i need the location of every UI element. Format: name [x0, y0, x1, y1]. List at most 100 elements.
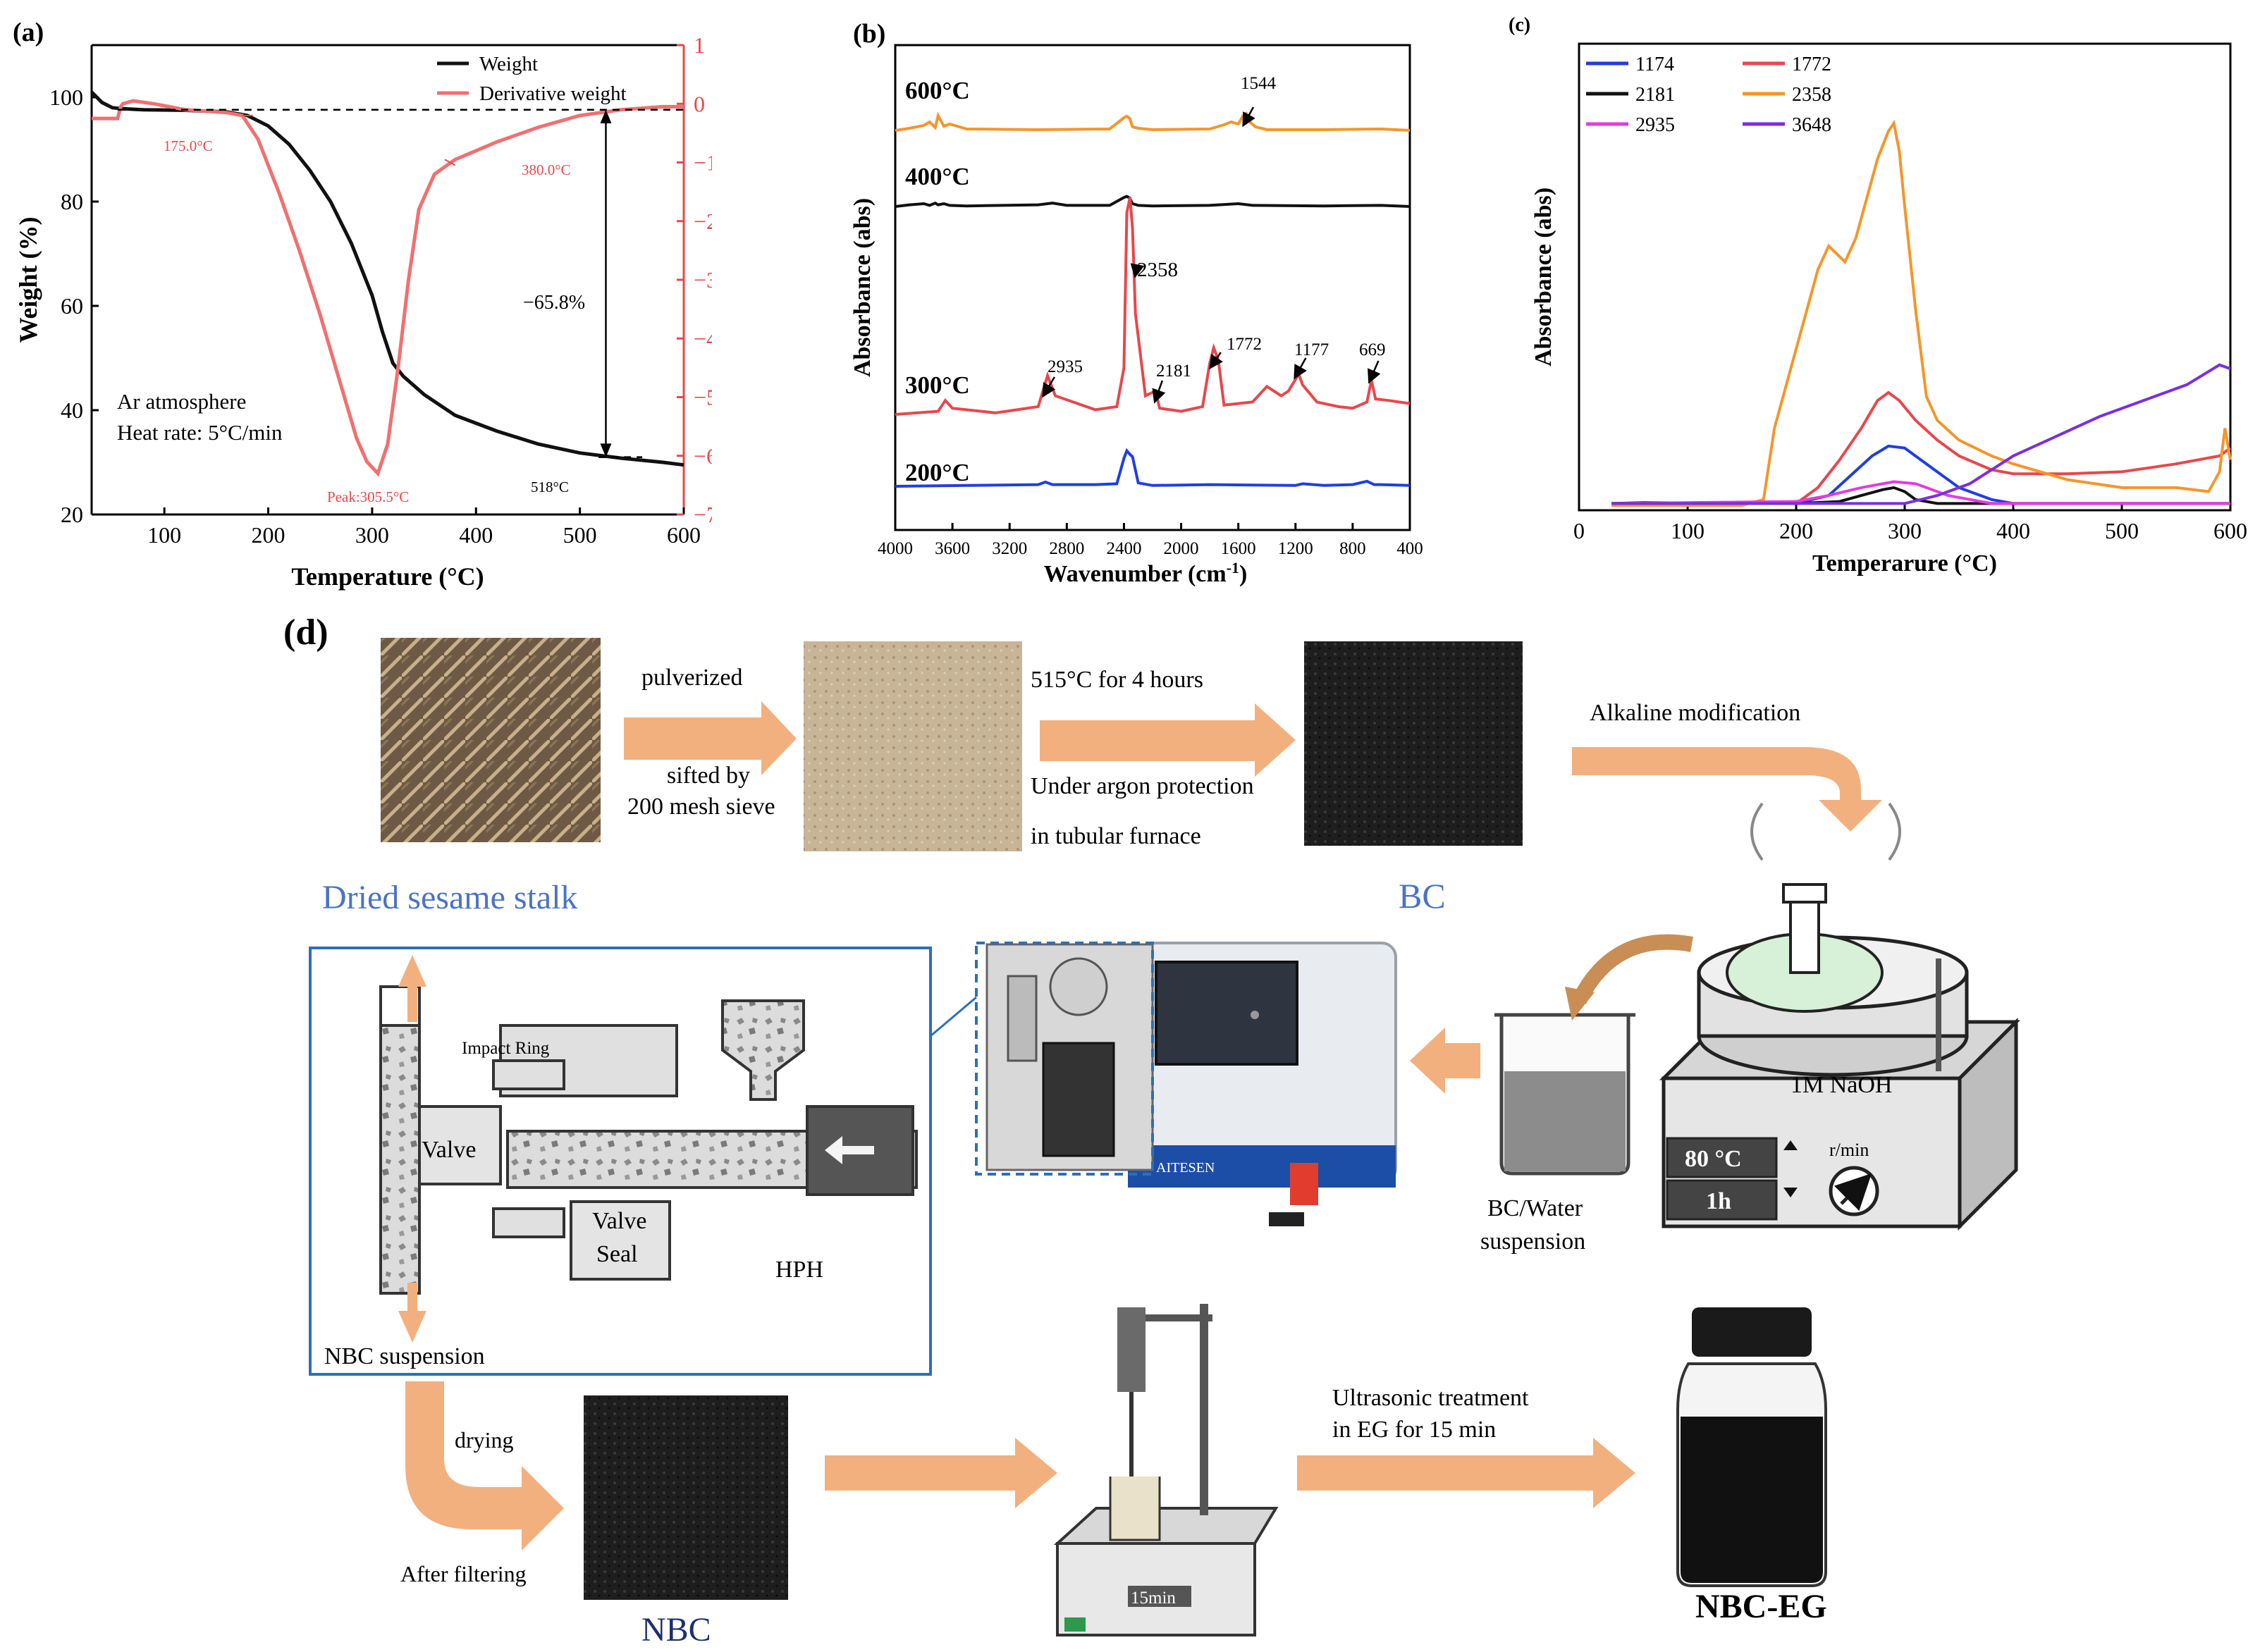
hph-schematic — [379, 955, 918, 1343]
c-legend-label-1772: 1772 — [1792, 54, 1831, 75]
b-ylabel: Absorbance (abs) — [849, 198, 876, 377]
a-ytick-label: 20 — [61, 502, 83, 527]
b-xtick-label: 4000 — [878, 539, 913, 558]
note-heat-rate: Heat rate: 5°C/min — [117, 420, 283, 445]
arrow-pulverize — [624, 701, 797, 775]
a-xtick-label: 500 — [563, 522, 597, 548]
panel-b-chart: (b) 4000 3600 3200 2800 2400 2000 1600 1200 800 4… — [849, 19, 1423, 588]
legend-derivative: Derivative weight — [479, 82, 627, 105]
a-ytick-label: 60 — [61, 293, 83, 319]
c-xtick-label: 200 — [1779, 518, 1813, 543]
a-y2tick-label: 1 — [694, 32, 705, 58]
c-series-1772 — [1611, 390, 2232, 505]
c-legend-label-2358: 2358 — [1792, 84, 1831, 106]
a-y2tick-label: −7 — [694, 502, 712, 527]
c-xtick-label: 400 — [1996, 518, 2030, 543]
panel-d-schematic: 1M NaOH 80 °C 1h r/min BC/Water suspensi… — [309, 638, 2021, 1636]
label-furnace: in tubular furnace — [1031, 823, 1201, 849]
a-xlabel: Temperature (°C) — [291, 562, 484, 591]
hph-machine — [985, 942, 1397, 1226]
c-xtick-label: 500 — [2105, 518, 2139, 543]
panel-d-label: (d) — [283, 612, 328, 653]
b-series-400°C — [895, 195, 1411, 208]
label-sifted: sifted by — [667, 763, 751, 789]
b-xtick-label: 1600 — [1221, 539, 1256, 558]
c-series-3648 — [1611, 363, 2231, 505]
peak-2358: 2358 — [1137, 259, 1178, 281]
a-pointer-380 — [444, 159, 456, 166]
b-series-600°C — [895, 111, 1411, 132]
a-xtick-label: 600 — [667, 522, 701, 548]
a-xtick-label: 200 — [252, 522, 285, 548]
label-pulverized: pulverized — [641, 665, 743, 691]
beaker-bc-water — [1494, 934, 1693, 1176]
a-xtick-label: 300 — [355, 522, 389, 548]
legend-weight: Weight — [479, 53, 538, 75]
a-y2tick-label: −2 — [694, 209, 712, 234]
c-series-2935 — [1611, 480, 2230, 505]
label-nbc: NBC — [641, 1611, 711, 1648]
label-after-filtering: After filtering — [400, 1561, 527, 1586]
b-peak-arrow — [1368, 360, 1381, 384]
label-ultrasonic-2: in EG for 15 min — [1332, 1417, 1497, 1443]
b-xtick-label: 2000 — [1164, 539, 1199, 558]
b-xtick-label: 2400 — [1106, 539, 1141, 558]
impact-ring-label: Impact Ring — [462, 1039, 550, 1058]
arrow-pyrolysis — [1040, 703, 1296, 777]
annot-weight-loss: −65.8% — [523, 292, 585, 314]
bc-photo — [1304, 641, 1523, 846]
arrow-to-nbc-eg — [1297, 1438, 1635, 1508]
a-y2tick-label: −6 — [694, 443, 712, 469]
nbc-suspension-label: NBC suspension — [324, 1343, 485, 1369]
label-bc: BC — [1399, 876, 1446, 916]
bc-water-label-2: suspension — [1480, 1228, 1585, 1255]
b-xtick-label: 3200 — [992, 539, 1027, 558]
peak-669: 669 — [1359, 340, 1386, 359]
a-y2tick-label: −3 — [694, 267, 712, 292]
c-legend-label-1174: 1174 — [1635, 54, 1674, 75]
b-xtick-label: 400 — [1396, 539, 1423, 558]
b-peak-arrow — [1294, 357, 1307, 380]
label-dried-stalk: Dried sesame stalk — [322, 879, 578, 916]
c-xtick-label: 300 — [1888, 518, 1922, 543]
b-xtick-label: 1200 — [1278, 539, 1313, 558]
note-atmosphere: Ar atmosphere — [117, 389, 246, 414]
machine-brand: AITESEN — [1156, 1160, 1215, 1176]
valve-seal-label-1: Valve — [592, 1208, 646, 1234]
a-y2tick-label: −1 — [694, 150, 712, 175]
c-legend-label-2935: 2935 — [1635, 114, 1675, 136]
label-nbc-eg: NBC-EG — [1695, 1588, 1827, 1625]
series-label-300: 300°C — [905, 371, 970, 399]
annot-175: 175.0°C — [164, 137, 213, 154]
b-xtick-label: 3600 — [935, 539, 970, 558]
label-temp-time: 515°C for 4 hours — [1031, 667, 1203, 693]
powder-photo — [804, 641, 1022, 851]
b-xtick-label: 800 — [1339, 539, 1366, 558]
a-xtick-label: 400 — [459, 522, 493, 548]
b-xlabel-close: ) — [1239, 561, 1247, 587]
panel-c-chart: (c) 0 100 200 300 400 500 600 Temperarure (°C) A… — [1509, 14, 2247, 577]
peak-2181: 2181 — [1156, 362, 1191, 381]
arrow-alkaline — [1572, 747, 1882, 832]
a-xtick-label: 100 — [147, 522, 181, 548]
temp-readout: 80 °C — [1685, 1146, 1742, 1172]
annot-380: 380.0°C — [522, 161, 571, 178]
hph-zoom-box — [975, 942, 1154, 1176]
nbc-photo — [584, 1395, 788, 1600]
series-label-400: 400°C — [905, 163, 970, 190]
c-legend-label-2181: 2181 — [1635, 84, 1675, 106]
a-y2tick-label: −4 — [694, 326, 712, 351]
bc-water-label-1: BC/Water — [1487, 1195, 1583, 1221]
arrow-drying — [405, 1381, 564, 1551]
b-xlabel: Wavenumber (cm-1) — [1044, 559, 1248, 588]
label-drying: drying — [455, 1427, 514, 1453]
b-frame — [894, 44, 1411, 531]
a-y2tick-label: −5 — [694, 385, 712, 410]
valve-seal-label-2: Seal — [596, 1241, 638, 1267]
b-series-200°C — [895, 448, 1411, 488]
label-ultrasonic-1: Ultrasonic treatment — [1332, 1385, 1529, 1411]
a-y2tick-label: 0 — [694, 91, 705, 116]
peak-1544: 1544 — [1241, 74, 1277, 93]
annot-518: 518°C — [531, 479, 569, 495]
b-series-300°C — [895, 197, 1411, 416]
